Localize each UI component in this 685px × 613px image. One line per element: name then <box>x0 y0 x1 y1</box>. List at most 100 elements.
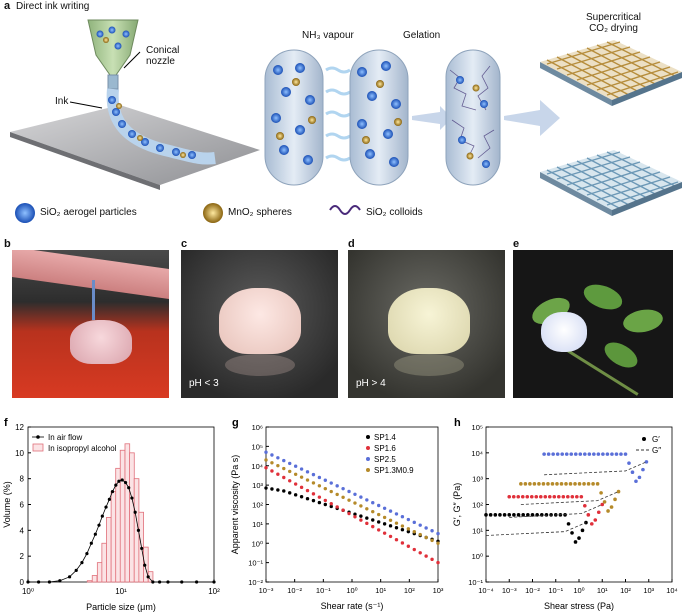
chart-f-point <box>93 532 97 536</box>
panel-h-letter: h <box>454 417 461 429</box>
chart-h-point <box>591 482 595 486</box>
chart-g-point <box>329 501 333 506</box>
chart-h-point <box>516 494 521 499</box>
chart-h-xtick-label: 10² <box>620 586 631 595</box>
chart-h-ytick-label: 10⁵ <box>472 423 483 432</box>
chart-h-point <box>547 494 552 499</box>
chart-h-point <box>619 452 623 456</box>
chart-g-point <box>270 469 274 473</box>
chart-f-ytick-label: 4 <box>20 526 25 535</box>
chart-h-point <box>593 518 598 522</box>
chart-g-point <box>276 472 280 476</box>
chart-h-point <box>519 482 523 486</box>
chart-h-point <box>616 489 621 494</box>
chart-h-point <box>559 482 564 486</box>
chart-h-point <box>552 494 557 499</box>
chart-f-point <box>58 579 62 583</box>
chart-g-point <box>394 521 399 525</box>
chart-h-point <box>521 513 525 517</box>
chart-g-xtick-label: 10⁻³ <box>259 586 274 595</box>
chart-f-point <box>146 575 150 579</box>
chart-g-point <box>288 461 292 466</box>
chart-h-point <box>493 513 498 517</box>
chart-h-point <box>564 482 568 486</box>
chart-h-legend-gp: G′ <box>652 435 660 444</box>
chart-h-point <box>523 482 528 486</box>
chart-g-point <box>406 527 411 531</box>
chart-g-point <box>430 529 434 533</box>
chart-h-point <box>579 494 584 499</box>
chart-g-point <box>341 508 345 512</box>
chart-h-point <box>568 482 573 486</box>
chart-g-point <box>365 507 369 511</box>
chart-g-point <box>305 478 310 482</box>
sio2-particle-icon <box>15 203 35 223</box>
chart-g-point <box>305 496 310 501</box>
chart-h-point <box>596 452 601 456</box>
chart-h-point <box>605 452 610 456</box>
chart-g-point <box>329 504 333 509</box>
chart-f-point <box>117 479 121 483</box>
chart-g-point <box>347 511 351 516</box>
chart-f-ylabel: Volume (%) <box>2 481 12 528</box>
sio2-colloid-icon <box>329 205 361 215</box>
chart-f-legend-ipa: In isopropyl alcohol <box>48 444 117 453</box>
chart-f-point <box>74 568 78 572</box>
chart-g-ytick-label: 10³ <box>252 481 263 490</box>
chart-g-point <box>299 475 304 479</box>
chart-h-point <box>502 513 507 517</box>
chart-g-legend-marker <box>366 468 370 472</box>
chart-g-point <box>418 551 422 555</box>
chart-h-legend-marker-gp <box>642 437 646 441</box>
chart-g-point <box>353 512 357 516</box>
lattice-mno2 <box>540 40 682 106</box>
chart-g-legend-marker <box>366 435 370 439</box>
chart-g-point <box>311 498 316 503</box>
chart-f-point <box>140 546 144 551</box>
chart-g-point <box>388 534 393 539</box>
chart-h-point <box>561 494 566 499</box>
chart-f-point <box>85 551 89 556</box>
chart-h-point <box>613 497 617 502</box>
chart-h-point <box>599 491 603 495</box>
chart-g-point <box>412 530 416 534</box>
chart-g-point <box>365 516 369 520</box>
chart-f-point <box>47 580 52 584</box>
chart-h-point <box>602 500 607 504</box>
chart-f-ytick-label: 8 <box>20 475 25 484</box>
chart-f-ytick-label: 0 <box>20 578 25 587</box>
chart-f-point <box>143 563 147 567</box>
chart-g-point <box>270 453 274 457</box>
arrow-gelation <box>412 106 452 130</box>
chart-g-point <box>418 532 422 537</box>
chart-g-point <box>305 488 310 493</box>
chart-g-point <box>293 464 298 468</box>
chart-h-point <box>550 482 555 486</box>
chart-h-point <box>516 513 521 517</box>
chart-g-point <box>382 531 387 535</box>
chart-g-point <box>264 486 268 490</box>
chart-f-ytick-label: 6 <box>20 501 25 510</box>
chart-g-point <box>371 518 375 522</box>
chart-g-legend-label: SP1.3M0.9 <box>374 466 414 475</box>
chart-g-point <box>400 527 405 532</box>
chart-g-point <box>288 469 292 474</box>
chart-h-point <box>600 502 605 507</box>
chart-g-point <box>341 486 345 491</box>
chart-f-bar <box>110 491 117 583</box>
chart-h-point <box>498 513 502 517</box>
printed-flower-d <box>388 288 470 354</box>
chart-g-point <box>412 520 416 525</box>
chart-h-point <box>555 452 560 456</box>
chart-h-point <box>577 482 582 486</box>
chart-f-ytick-label: 2 <box>20 552 25 561</box>
chart-h-ytick-label: 10⁰ <box>472 552 483 561</box>
caption-ph-high: pH > 4 <box>356 378 386 389</box>
chart-h-point <box>528 482 532 486</box>
panel-f-letter: f <box>4 417 8 429</box>
chart-g-point <box>436 531 440 536</box>
chart-g-point <box>359 514 363 518</box>
chart-g-point <box>311 472 316 477</box>
chart-g-point <box>276 456 280 460</box>
chart-g-legend-label: SP2.5 <box>374 455 396 464</box>
